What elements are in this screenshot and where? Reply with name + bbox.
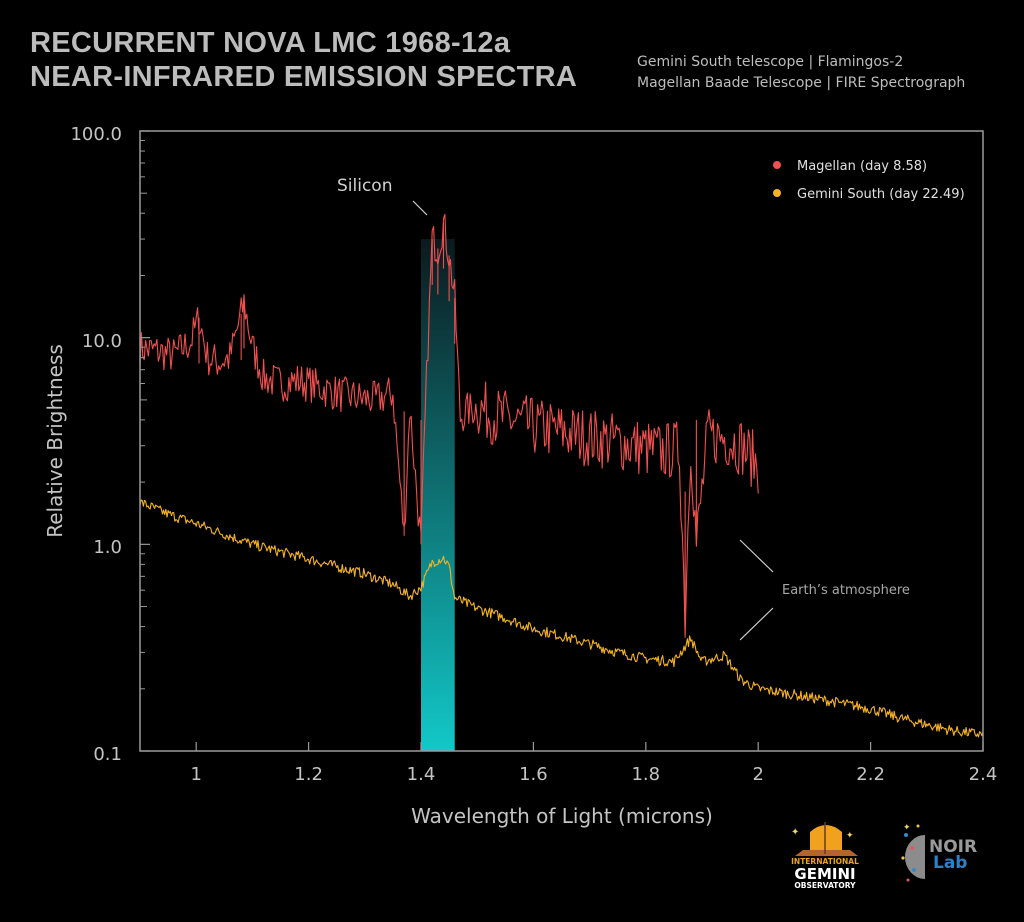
chart-subtitle: Gemini South telescope | Flamingos-2 Mag… (637, 52, 965, 94)
y-tick-label: 10.0 (82, 331, 122, 352)
svg-text:GEMINI: GEMINI (794, 865, 855, 883)
y-tick-label: 100.0 (70, 124, 122, 145)
x-tick-label: 1.2 (294, 764, 323, 785)
svg-text:NOIR: NOIR (929, 837, 977, 857)
x-tick-label: 2.2 (856, 764, 885, 785)
silicon-highlight-band (421, 239, 455, 752)
annotation-earths-atmosphere: Earth’s atmosphere (782, 583, 910, 598)
svg-text:✦: ✦ (846, 831, 854, 841)
x-tick-label: 1.8 (631, 764, 660, 785)
svg-text:Lab: Lab (933, 853, 967, 873)
svg-text:OBSERVATORY: OBSERVATORY (794, 881, 856, 890)
annotation-silicon: Silicon (337, 176, 392, 196)
legend-label-magellan: Magellan (day 8.58) (797, 159, 927, 174)
legend-marker-gemini (773, 189, 781, 197)
x-tick-label: 1 (190, 764, 201, 785)
legend-label-gemini: Gemini South (day 22.49) (797, 187, 965, 202)
x-tick-label: 1.6 (519, 764, 548, 785)
gemini-observatory-logo: ✦ ✦ INTERNATIONAL GEMINI OBSERVATORY (791, 822, 859, 890)
chart-title: RECURRENT NOVA LMC 1968-12a NEAR-INFRARE… (30, 26, 577, 94)
annotation-silicon-pointer (412, 200, 428, 216)
x-tick-label: 2.4 (969, 764, 998, 785)
title-line-2: NEAR-INFRARED EMISSION SPECTRA (30, 61, 578, 93)
series-line-magellan (139, 213, 759, 638)
svg-text:INTERNATIONAL: INTERNATIONAL (791, 857, 859, 866)
legend-marker-magellan (773, 161, 781, 169)
annotation-atmosphere-pointer-upper (739, 539, 774, 573)
x-axis-label: Wavelength of Light (microns) (411, 804, 713, 828)
svg-text:✦: ✦ (903, 823, 911, 833)
plot-frame (139, 130, 984, 752)
x-tick-label: 1.4 (407, 764, 436, 785)
svg-text:✦: ✦ (791, 827, 799, 838)
series-line-gemini-south (139, 499, 984, 738)
y-tick-label: 1.0 (93, 537, 122, 558)
subtitle-line-2: Magellan Baade Telescope | FIRE Spectrog… (637, 75, 966, 91)
annotation-atmosphere-pointer-lower (739, 607, 774, 641)
x-tick-label: 2 (752, 764, 763, 785)
noirlab-logo: ✦ NOIR Lab (901, 823, 977, 882)
subtitle-line-1: Gemini South telescope | Flamingos-2 (637, 54, 904, 70)
title-line-1: RECURRENT NOVA LMC 1968-12a (30, 27, 511, 59)
y-axis-label: Relative Brightness (43, 344, 67, 538)
y-tick-label: 0.1 (93, 744, 122, 765)
